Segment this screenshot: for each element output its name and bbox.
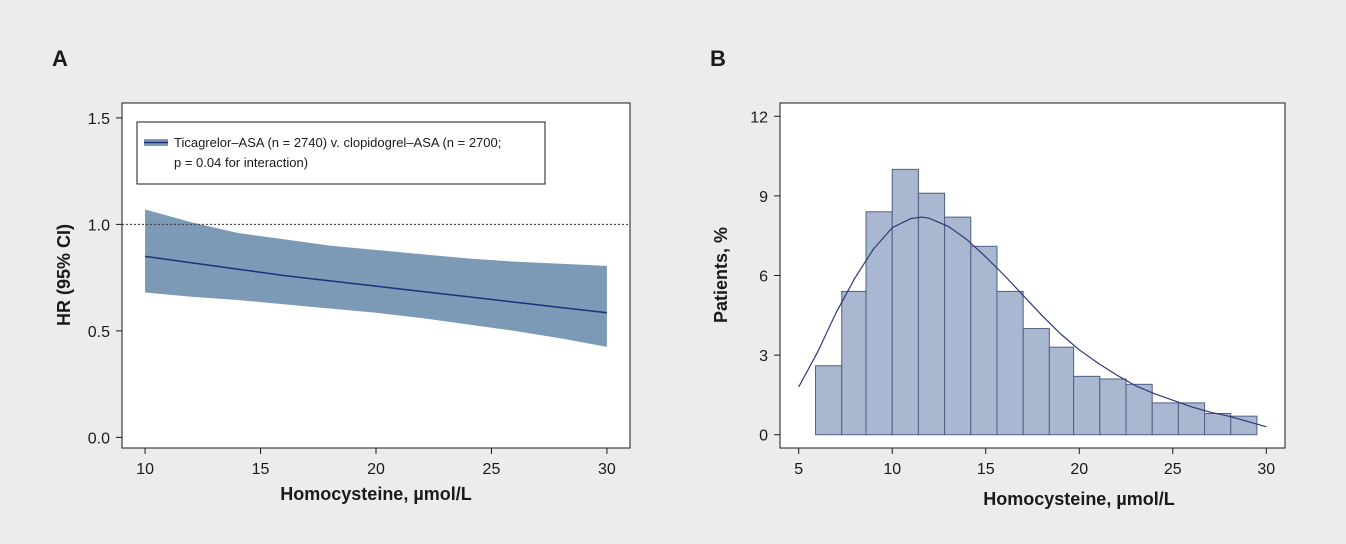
panel-a-data-layer	[122, 209, 630, 347]
density-fit-curve	[798, 216, 1267, 428]
confidence-band	[145, 209, 607, 347]
histogram-bar	[1125, 383, 1153, 436]
x-tick-label: 25	[1164, 461, 1182, 478]
histogram-bar	[970, 245, 998, 436]
x-tick-label: 20	[367, 461, 385, 478]
histogram-bar	[891, 168, 919, 436]
y-tick-label: 12	[750, 109, 768, 126]
panel-a-x-axis-title: Homocysteine, µmol/L	[280, 484, 471, 504]
x-tick-label: 15	[977, 461, 995, 478]
panel-a-x-axis: 10 15 20 25 30	[136, 448, 616, 478]
histogram-bar	[917, 192, 946, 436]
histogram-bar	[996, 290, 1024, 436]
histogram-bar	[1204, 413, 1232, 436]
histogram-bar	[1073, 375, 1101, 436]
x-tick-label: 5	[794, 461, 803, 478]
hazard-ratio-line	[144, 255, 607, 314]
histogram-bar	[1099, 378, 1127, 436]
x-tick-label: 30	[1257, 461, 1275, 478]
panel-b-x-axis: 5 10 15 20 25 30	[794, 448, 1275, 478]
x-tick-label: 10	[136, 461, 154, 478]
legend-label-line-1: Ticagrelor–ASA (n = 2740) v. clopidogrel…	[174, 135, 501, 150]
histogram-bar	[1022, 328, 1050, 436]
panel-a-y-axis-title: HR (95% CI)	[54, 224, 74, 326]
panel-a-letter: A	[52, 46, 68, 71]
y-tick-label: 1.0	[88, 217, 110, 234]
panel-a-legend: Ticagrelor–ASA (n = 2740) v. clopidogrel…	[136, 121, 546, 185]
x-tick-label: 30	[598, 461, 616, 478]
y-tick-label: 0	[759, 428, 768, 445]
histogram-bar	[815, 365, 843, 436]
y-tick-label: 0.5	[88, 324, 110, 341]
panel-b: B 5 10 15 20 25 30 0 3 6 9 12 Homocysteine, µmol/…	[710, 46, 1286, 509]
legend-label-line-2: p = 0.04 for interaction)	[174, 155, 308, 170]
panel-b-y-axis: 0 3 6 9 12	[750, 109, 780, 445]
y-tick-label: 3	[759, 348, 768, 365]
x-tick-label: 15	[252, 461, 270, 478]
y-tick-label: 6	[759, 269, 768, 286]
histogram-bar	[1230, 415, 1258, 436]
histogram-bar	[841, 290, 867, 436]
y-tick-label: 1.5	[88, 111, 110, 128]
histogram-bar	[1151, 402, 1179, 436]
histogram-bar	[865, 211, 893, 436]
panel-b-letter: B	[710, 46, 726, 71]
x-tick-label: 20	[1070, 461, 1088, 478]
panel-b-data-layer	[798, 168, 1267, 436]
y-tick-label: 9	[759, 189, 768, 206]
panel-a-y-axis: 0.0 0.5 1.0 1.5	[88, 111, 122, 447]
x-tick-label: 25	[483, 461, 501, 478]
histogram-bar	[944, 216, 972, 436]
panel-a: A 10 15 20 25 30 0.0 0.5 1.0 1.5 Homocysteine, …	[52, 46, 631, 504]
x-tick-label: 10	[883, 461, 901, 478]
panel-b-y-axis-title: Patients, %	[711, 227, 731, 323]
histogram-bar	[1177, 402, 1206, 436]
histogram-bar	[1048, 346, 1075, 436]
legend-box	[136, 121, 546, 185]
panel-b-x-axis-title: Homocysteine, µmol/L	[983, 489, 1174, 509]
y-tick-label: 0.0	[88, 430, 110, 447]
